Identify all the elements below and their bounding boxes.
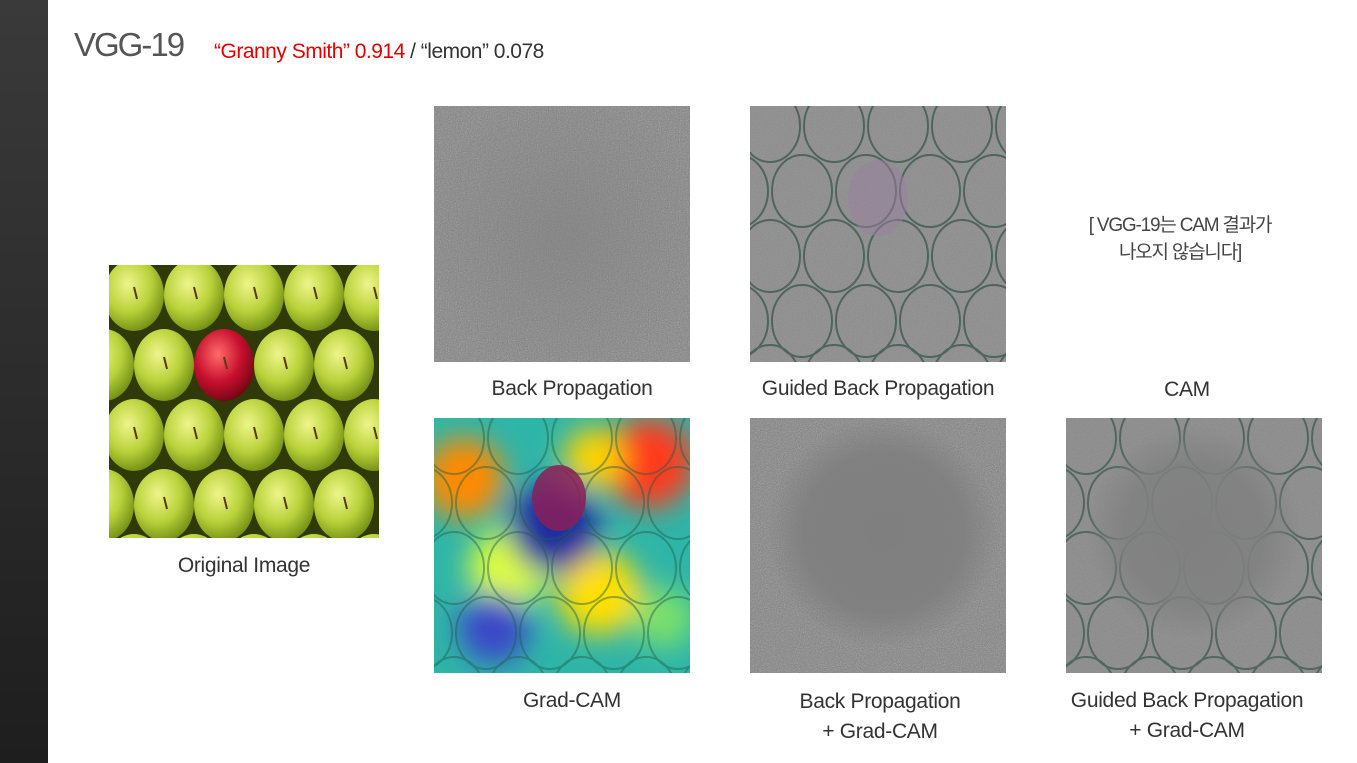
caption-guided-back-propagation-grad-cam-line-2: + Grad-CAM	[1129, 719, 1245, 742]
back-propagation-image	[434, 106, 690, 362]
prediction-separator: /	[404, 40, 421, 63]
caption-guided-back-propagation: Guided Back Propagation	[761, 377, 995, 400]
caption-back-propagation-grad-cam-line-2: + Grad-CAM	[822, 720, 938, 743]
cam-note-line-1: [ VGG-19는 CAM 결과가	[1088, 215, 1273, 236]
slide-sidebar	[0, 0, 48, 763]
caption-guided-back-propagation-grad-cam-line-1: Guided Back Propagation	[1070, 689, 1304, 712]
guided-back-propagation-grad-cam-image	[1066, 418, 1322, 673]
slide-title: VGG-19	[74, 26, 185, 63]
caption-grad-cam: Grad-CAM	[523, 689, 621, 712]
prediction-primary: “Granny Smith” 0.914	[214, 40, 405, 63]
caption-original-image: Original Image	[177, 554, 311, 577]
cam-unavailable-note: [ VGG-19는 CAM 결과가 나오지 않습니다]	[1060, 212, 1300, 266]
grad-cam-image	[434, 418, 690, 673]
back-propagation-grad-cam-image	[750, 418, 1006, 673]
caption-back-propagation-grad-cam: Back Propagation + Grad-CAM	[730, 687, 1030, 747]
caption-back-propagation-grad-cam-line-1: Back Propagation	[799, 690, 961, 713]
prediction-secondary: “lemon” 0.078	[420, 40, 545, 63]
caption-cam: CAM	[1164, 378, 1210, 401]
guided-back-propagation-image	[750, 106, 1006, 362]
caption-guided-back-propagation-grad-cam: Guided Back Propagation + Grad-CAM	[1037, 686, 1337, 746]
prediction-scores: “Granny Smith” 0.914 / “lemon” 0.078	[214, 40, 544, 64]
cam-note-line-2: 나오지 않습니다]	[1118, 242, 1242, 263]
caption-back-propagation: Back Propagation	[491, 377, 653, 400]
original-image	[109, 265, 379, 538]
